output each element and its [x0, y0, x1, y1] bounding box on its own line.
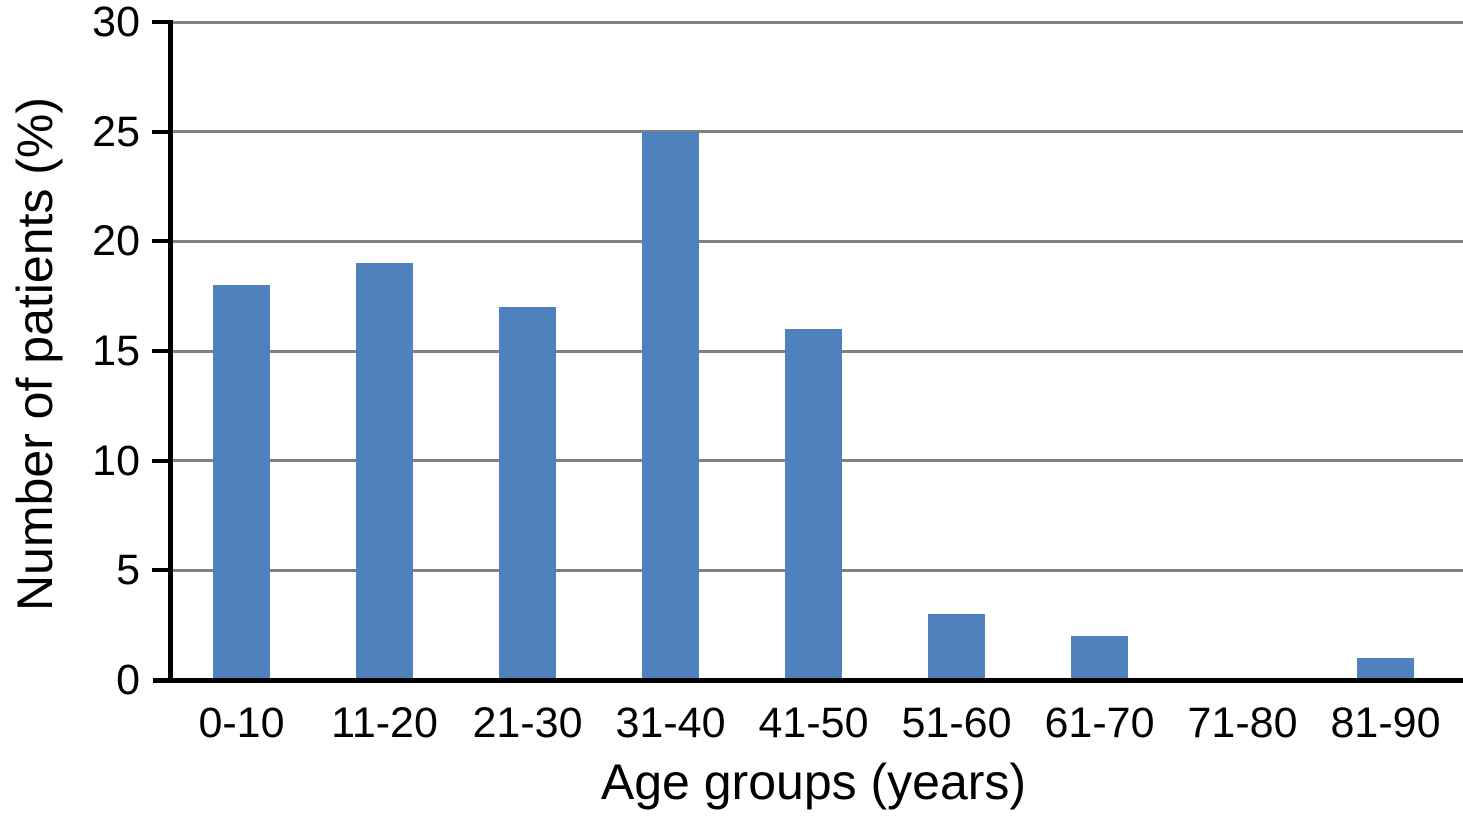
- y-tick-mark: [152, 458, 170, 463]
- y-tick-mark: [152, 129, 170, 134]
- y-tick-mark: [152, 20, 170, 24]
- x-category-label: 21-30: [472, 699, 583, 747]
- x-category-label: 71-80: [1187, 699, 1298, 747]
- y-tick-label: 10: [92, 436, 140, 485]
- bar: [356, 263, 413, 680]
- bar: [1357, 658, 1414, 680]
- y-tick-mark: [152, 239, 170, 244]
- x-category-label: 51-60: [901, 699, 1012, 747]
- bar: [1071, 636, 1128, 680]
- y-tick-mark: [152, 568, 170, 573]
- y-tick-label: 20: [92, 217, 140, 266]
- y-tick-label: 0: [116, 656, 140, 704]
- x-category-label: 81-90: [1330, 699, 1441, 747]
- y-axis-line: [168, 20, 173, 683]
- x-category-label: 41-50: [758, 699, 869, 747]
- y-tick-label: 15: [92, 327, 140, 375]
- y-tick-label: 25: [92, 107, 140, 156]
- gridline: [170, 130, 1463, 134]
- x-axis-title: Age groups (years): [600, 754, 1027, 810]
- bar: [785, 329, 842, 680]
- x-category-label: 61-70: [1044, 699, 1155, 747]
- y-tick-label: 5: [116, 546, 140, 595]
- gridline: [170, 239, 1463, 243]
- y-tick-mark: [152, 349, 170, 353]
- x-axis-line: [153, 678, 1463, 683]
- bar: [642, 131, 699, 680]
- x-category-label: 31-40: [615, 699, 726, 747]
- x-category-label: 11-20: [331, 699, 438, 747]
- gridline: [170, 20, 1463, 24]
- bar: [928, 614, 985, 680]
- x-category-label: 0-10: [198, 699, 285, 747]
- y-tick-label: 30: [92, 0, 140, 46]
- bar: [499, 307, 556, 680]
- bar: [213, 285, 270, 680]
